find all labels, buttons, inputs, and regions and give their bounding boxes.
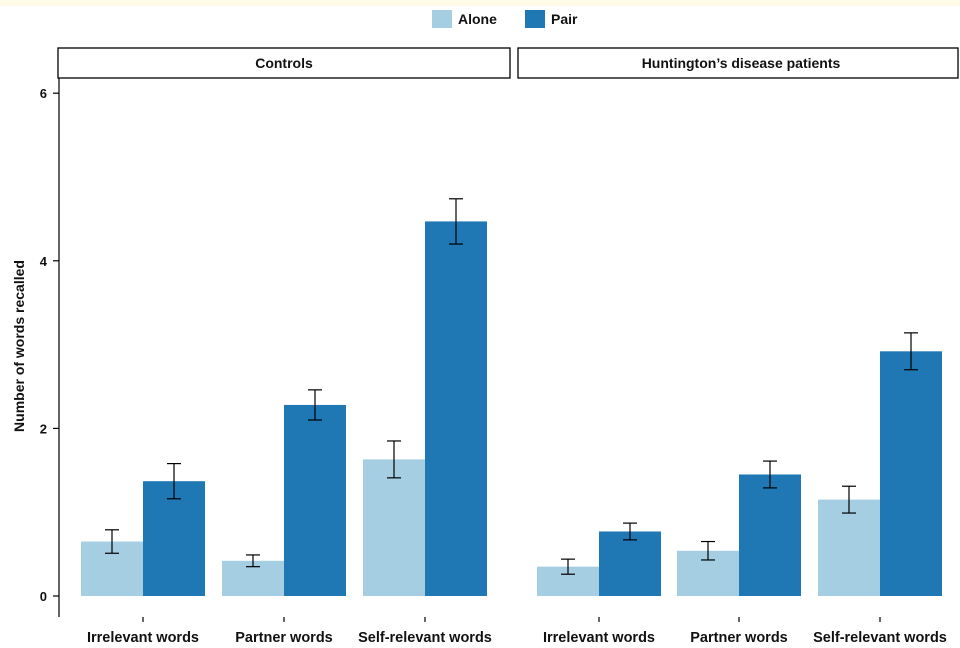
legend-label-alone: Alone — [458, 11, 497, 27]
y-tick-label: 6 — [40, 86, 47, 101]
bar-pair-patients-1 — [599, 531, 661, 596]
error-bars-layer — [105, 198, 918, 575]
top-strip — [0, 0, 960, 6]
bar-alone-controls-3 — [363, 459, 425, 596]
bar-pair-controls-2 — [284, 404, 346, 596]
y-tick-label: 0 — [40, 589, 47, 604]
bar-alone-patients-3 — [818, 499, 880, 596]
y-tick-label: 4 — [40, 254, 48, 269]
panel-strip-controls: Controls — [57, 47, 511, 79]
legend: Alone Pair — [432, 10, 578, 28]
legend-label-pair: Pair — [551, 11, 578, 27]
y-tick-label: 2 — [40, 421, 47, 436]
x-category-label: Irrelevant words — [87, 630, 199, 646]
category-labels: Irrelevant words Partner words Self-releva… — [87, 617, 947, 646]
x-category-label: Self-relevant words — [813, 630, 947, 646]
bar-pair-patients-3 — [880, 351, 942, 596]
panel-title-patients: Huntington’s disease patients — [642, 55, 841, 71]
legend-swatch-alone — [432, 10, 452, 28]
x-category-label: Self-relevant words — [358, 630, 492, 646]
y-axis-title: Number of words recalled — [11, 260, 27, 432]
panel-title-controls: Controls — [255, 55, 313, 71]
legend-swatch-pair — [525, 10, 545, 28]
x-category-label: Irrelevant words — [543, 630, 655, 646]
bar-pair-controls-3 — [425, 221, 487, 596]
bars-layer — [81, 221, 942, 596]
bar-pair-patients-2 — [739, 474, 801, 596]
panel-strip-patients: Huntington’s disease patients — [517, 47, 959, 79]
bar-pair-controls-1 — [143, 481, 205, 596]
x-category-label: Partner words — [235, 630, 333, 646]
y-axis-ticks: 0 2 4 6 — [40, 86, 59, 604]
x-category-label: Partner words — [690, 630, 788, 646]
